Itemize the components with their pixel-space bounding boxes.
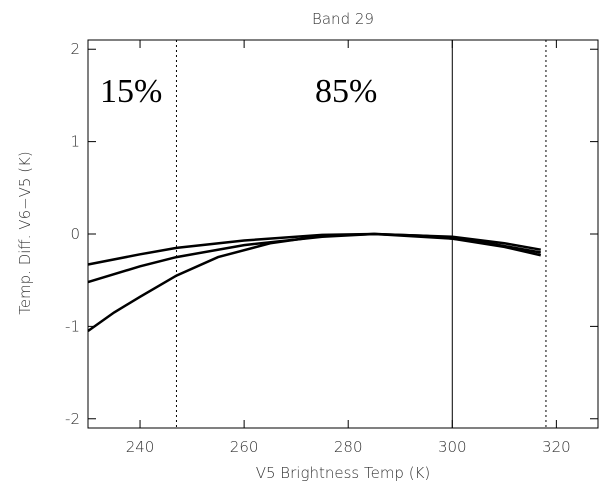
x-tick-label: 280	[334, 438, 363, 456]
x-tick-label: 260	[230, 438, 259, 456]
y-tick-label: 1	[70, 133, 80, 151]
x-tick-label: 320	[542, 438, 571, 456]
line-series	[87, 232, 541, 266]
y-tick-label: -1	[65, 317, 80, 335]
y-tick-label: -2	[65, 410, 80, 428]
x-tick-label: 300	[438, 438, 467, 456]
x-tick-label: 240	[126, 438, 155, 456]
y-axis-label: Temp. Diff. V6−V5 (K)	[16, 151, 34, 315]
line-series	[87, 232, 542, 284]
y-tick-label: 2	[70, 40, 80, 58]
annotation: 15%	[100, 73, 162, 110]
annotation: 85%	[315, 73, 377, 110]
x-axis-label: V5 Brightness Temp (K)	[256, 464, 431, 482]
y-tick-label: 0	[70, 225, 80, 243]
chart-title: Band 29	[312, 10, 374, 28]
line-series	[87, 232, 541, 333]
